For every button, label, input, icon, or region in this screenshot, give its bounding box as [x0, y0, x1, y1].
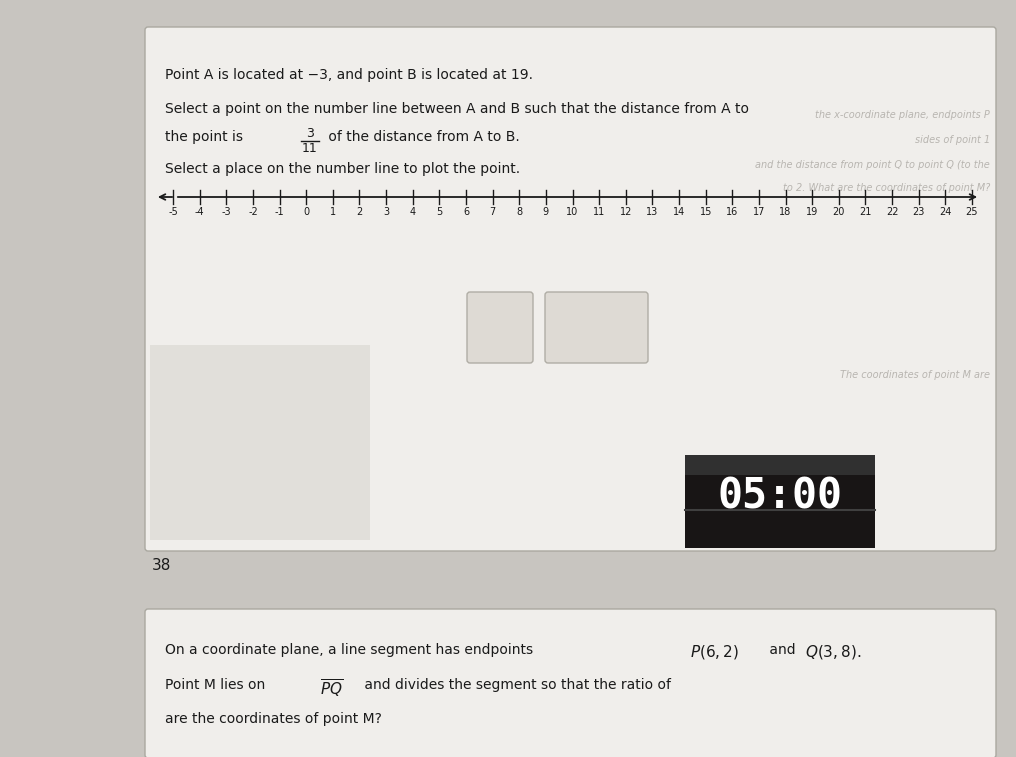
Text: -2: -2: [248, 207, 258, 217]
Text: 4: 4: [409, 207, 416, 217]
Text: 3: 3: [383, 207, 389, 217]
Text: Select a point on the number line between A and B such that the distance from A : Select a point on the number line betwee…: [165, 102, 749, 116]
Text: 7: 7: [490, 207, 496, 217]
FancyBboxPatch shape: [145, 27, 996, 551]
Text: 19: 19: [806, 207, 818, 217]
Text: 11: 11: [302, 142, 318, 155]
Text: Point A is located at −3, and point B is located at 19.: Point A is located at −3, and point B is…: [165, 68, 533, 82]
Text: $P(6, 2)$: $P(6, 2)$: [690, 643, 739, 661]
Text: and the distance from point Q to point Q (to the: and the distance from point Q to point Q…: [755, 160, 990, 170]
Text: 22: 22: [886, 207, 898, 217]
Text: 3: 3: [306, 127, 314, 140]
Bar: [685, 455, 875, 548]
Text: 21: 21: [860, 207, 872, 217]
Text: to 2. What are the coordinates of point M?: to 2. What are the coordinates of point …: [782, 183, 990, 193]
Text: 05:00: 05:00: [717, 475, 842, 518]
Text: and: and: [765, 643, 800, 657]
Text: 5: 5: [436, 207, 442, 217]
Text: 15: 15: [699, 207, 712, 217]
Text: 23: 23: [912, 207, 925, 217]
Text: -3: -3: [221, 207, 231, 217]
Text: are the coordinates of point M?: are the coordinates of point M?: [165, 712, 382, 726]
Text: Select a place on the number line to plot the point.: Select a place on the number line to plo…: [165, 162, 520, 176]
Text: -1: -1: [274, 207, 284, 217]
Text: 17: 17: [753, 207, 765, 217]
Text: 8: 8: [516, 207, 522, 217]
FancyBboxPatch shape: [467, 292, 533, 363]
Text: the point is: the point is: [165, 130, 247, 144]
Text: 12: 12: [620, 207, 632, 217]
Text: 10: 10: [566, 207, 579, 217]
Text: 13: 13: [646, 207, 658, 217]
Text: -5: -5: [168, 207, 178, 217]
Text: On a coordinate plane, a line segment has endpoints: On a coordinate plane, a line segment ha…: [165, 643, 537, 657]
Text: Point M lies on: Point M lies on: [165, 678, 269, 692]
Text: 0: 0: [303, 207, 309, 217]
Text: 2: 2: [357, 207, 363, 217]
Text: The coordinates of point M are: The coordinates of point M are: [840, 370, 990, 380]
FancyBboxPatch shape: [145, 609, 996, 757]
Text: 38: 38: [152, 558, 172, 573]
Text: $Q(3, 8).$: $Q(3, 8).$: [805, 643, 862, 661]
Text: 20: 20: [833, 207, 845, 217]
Text: $\overline{PQ}$: $\overline{PQ}$: [320, 678, 343, 700]
Text: sides of point 1: sides of point 1: [914, 135, 990, 145]
Text: 25: 25: [966, 207, 978, 217]
FancyBboxPatch shape: [545, 292, 648, 363]
Text: 24: 24: [939, 207, 952, 217]
Text: 6: 6: [463, 207, 469, 217]
Text: 11: 11: [593, 207, 606, 217]
Bar: [150, 345, 370, 540]
Text: 1: 1: [330, 207, 336, 217]
Text: 14: 14: [673, 207, 685, 217]
Text: of the distance from A to B.: of the distance from A to B.: [324, 130, 520, 144]
Text: -4: -4: [195, 207, 204, 217]
Text: 9: 9: [543, 207, 549, 217]
Bar: [685, 455, 875, 475]
Text: 16: 16: [726, 207, 739, 217]
Text: and divides the segment so that the ratio of: and divides the segment so that the rati…: [360, 678, 676, 692]
Text: 18: 18: [779, 207, 791, 217]
Text: the x-coordinate plane, endpoints P: the x-coordinate plane, endpoints P: [815, 110, 990, 120]
